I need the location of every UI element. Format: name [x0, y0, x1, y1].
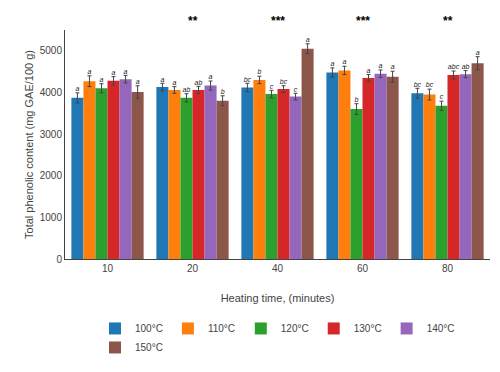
- svg-text:130°C: 130°C: [354, 323, 382, 334]
- svg-text:120°C: 120°C: [281, 323, 309, 334]
- svg-text:80: 80: [442, 263, 454, 274]
- svg-text:b: b: [221, 88, 225, 95]
- svg-text:a: a: [87, 68, 91, 75]
- svg-text:3000: 3000: [40, 129, 63, 140]
- svg-text:a: a: [330, 60, 334, 67]
- svg-text:bc: bc: [426, 81, 434, 88]
- svg-text:Total phenolic content (mg GAE: Total phenolic content (mg GAE/100 g): [23, 50, 35, 239]
- svg-text:100°C: 100°C: [135, 323, 163, 334]
- svg-text:140°C: 140°C: [427, 323, 455, 334]
- svg-text:a: a: [160, 76, 164, 83]
- svg-text:bc: bc: [414, 81, 422, 88]
- svg-text:abc: abc: [448, 63, 460, 70]
- svg-text:a: a: [342, 58, 346, 65]
- svg-text:c: c: [440, 93, 444, 100]
- svg-text:a: a: [391, 63, 395, 70]
- svg-text:20: 20: [187, 263, 199, 274]
- svg-text:ab: ab: [183, 86, 191, 93]
- svg-text:bc: bc: [280, 78, 288, 85]
- svg-text:**: **: [188, 14, 198, 28]
- svg-text:a: a: [379, 62, 383, 69]
- svg-text:1000: 1000: [40, 212, 63, 223]
- svg-text:a: a: [136, 78, 140, 85]
- svg-text:c: c: [294, 86, 298, 93]
- svg-text:a: a: [75, 85, 79, 92]
- svg-text:110°C: 110°C: [208, 323, 235, 334]
- svg-text:5000: 5000: [40, 45, 63, 56]
- svg-text:b: b: [257, 68, 261, 75]
- svg-text:a: a: [124, 68, 128, 75]
- svg-text:150°C: 150°C: [135, 342, 163, 353]
- svg-text:b: b: [355, 96, 359, 103]
- svg-text:10: 10: [102, 263, 114, 274]
- svg-text:bc: bc: [244, 76, 252, 83]
- svg-text:a: a: [172, 79, 176, 86]
- svg-text:60: 60: [357, 263, 369, 274]
- svg-text:Heating time, (minutes): Heating time, (minutes): [221, 292, 335, 304]
- svg-text:a: a: [100, 76, 104, 83]
- svg-text:2000: 2000: [40, 170, 63, 181]
- svg-text:ab: ab: [195, 79, 203, 86]
- svg-text:a: a: [209, 73, 213, 80]
- svg-text:c: c: [270, 83, 274, 90]
- svg-text:0: 0: [56, 254, 62, 265]
- svg-text:a: a: [476, 49, 480, 56]
- svg-text:a: a: [367, 67, 371, 74]
- svg-text:**: **: [443, 14, 453, 28]
- svg-text:a: a: [306, 36, 310, 43]
- svg-text:***: ***: [271, 14, 285, 28]
- svg-text:a: a: [112, 69, 116, 76]
- svg-text:ab: ab: [462, 63, 470, 70]
- svg-text:40: 40: [272, 263, 284, 274]
- svg-text:***: ***: [356, 14, 370, 28]
- svg-text:4000: 4000: [40, 87, 63, 98]
